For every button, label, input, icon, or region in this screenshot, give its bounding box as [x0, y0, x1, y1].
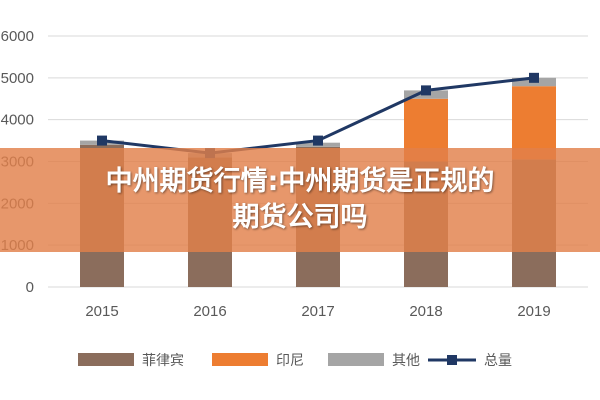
x-axis-tick-labels: 2015 2016 2017 2018 2019 — [85, 303, 550, 320]
legend-swatch — [78, 353, 134, 366]
x-tick-label: 2018 — [409, 303, 442, 320]
legend-label: 其他 — [392, 353, 420, 369]
legend-marker — [447, 355, 457, 365]
total-point — [97, 135, 107, 146]
total-point — [421, 85, 431, 96]
total-line — [97, 72, 539, 159]
legend-swatch — [328, 353, 384, 366]
x-tick-label: 2019 — [517, 303, 550, 320]
total-point — [313, 135, 323, 146]
x-tick-label: 2015 — [85, 303, 118, 320]
legend-label: 总量 — [484, 353, 512, 369]
title-banner: 中州期货行情:中州期货是正规的 期货公司吗 — [0, 148, 600, 252]
y-tick-label: 5000 — [1, 70, 34, 87]
legend-label: 菲律宾 — [142, 353, 184, 369]
x-tick-label: 2017 — [301, 303, 334, 320]
total-point — [529, 72, 539, 83]
y-tick-label: 4000 — [1, 112, 34, 129]
bar-segment — [512, 86, 556, 160]
y-tick-label: 0 — [26, 279, 34, 296]
legend-swatch — [212, 353, 268, 366]
y-tick-label: 6000 — [1, 28, 34, 45]
legend-label: 印尼 — [276, 353, 304, 369]
banner-line-1: 中州期货行情:中州期货是正规的 — [105, 166, 495, 197]
banner-line-2: 期货公司吗 — [232, 202, 368, 233]
legend: 菲律宾 印尼 其他 总量 — [78, 353, 512, 369]
x-tick-label: 2016 — [193, 303, 226, 320]
